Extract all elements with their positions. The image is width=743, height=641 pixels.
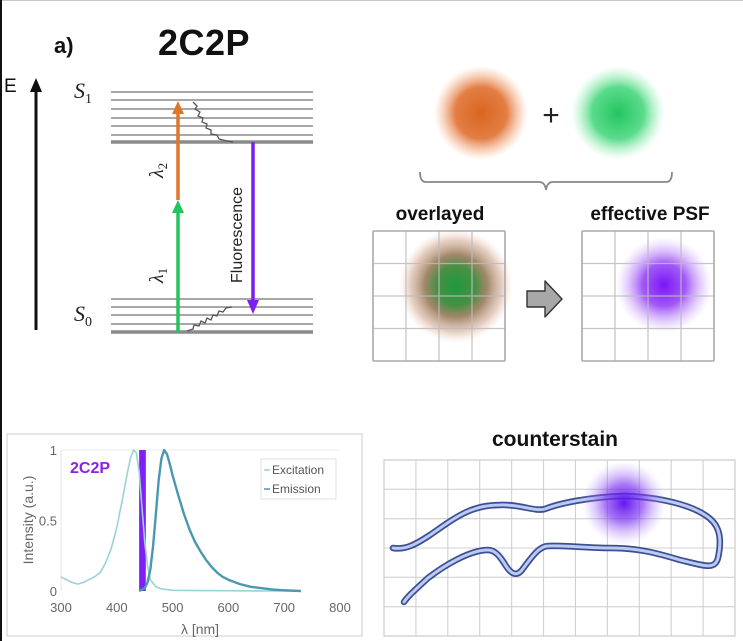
spectrum-chart: 300 400 500 600 700 800 0 0.5 1 λ [nm] Intensity… (20, 443, 351, 637)
chart-x-axis-label: λ [nm] (181, 621, 219, 637)
counterstain-grid-panel (383, 459, 736, 637)
chart-x-tick-label: 500 (162, 600, 184, 615)
relaxation-squiggle-s0 (186, 306, 233, 332)
panel-title: 2C2P (158, 22, 251, 63)
chart-series-excitation (60, 449, 301, 592)
overlayed-grid-panel (372, 229, 513, 362)
chart-series-emission (138, 448, 301, 593)
effective-psf-spot (616, 237, 712, 333)
legend-label-emission: Emission (272, 482, 321, 496)
energy-axis-arrowhead-icon (30, 78, 42, 92)
lambda-2-label: λ2 (146, 163, 170, 179)
chart-x-tick-label: 400 (106, 600, 128, 615)
chart-x-tick-label: 800 (329, 600, 351, 615)
orange-psf-spot (434, 66, 528, 160)
effective-psf-heading: effective PSF (590, 204, 709, 225)
s1-label: S1 (74, 78, 92, 107)
s0-energy-levels (111, 298, 313, 334)
relaxation-squiggle-s1 (192, 101, 234, 143)
frame-left-border (0, 0, 2, 641)
excitation-1-arrowhead-icon (172, 200, 184, 213)
chart-2c2p-annotation: 2C2P (70, 460, 110, 477)
legend-label-excitation: Excitation (272, 463, 324, 477)
chart-x-tick-label: 300 (50, 600, 72, 615)
panel-label: a) (54, 33, 74, 58)
plus-sign: + (542, 99, 560, 132)
lambda-1-label: λ1 (146, 268, 170, 284)
energy-axis-label: E (4, 76, 17, 97)
excitation-2-arrowhead-icon (172, 101, 184, 114)
chart-y-tick-label: 1 (50, 443, 57, 458)
counterstain-structure (391, 494, 722, 604)
chart-y-axis-label: Intensity (a.u.) (20, 476, 36, 565)
s1-energy-levels (111, 91, 313, 144)
effective-psf-grid-panel (581, 230, 715, 362)
overlayed-psf-spot (399, 229, 513, 343)
chart-x-tick-label: 600 (218, 600, 240, 615)
spectrum-chart-frame (6, 433, 363, 637)
counterstain-heading: counterstain (492, 428, 618, 451)
s0-label: S0 (74, 301, 92, 330)
combine-brace (419, 171, 673, 191)
counterstain-psf-spot (582, 461, 666, 545)
fluorescence-label: Fluorescence (229, 187, 246, 283)
chart-y-tick-label: 0 (50, 584, 57, 599)
frame-top-border (0, 0, 743, 1)
chart-legend: Excitation Emission (260, 458, 337, 500)
transform-arrow-icon (526, 280, 563, 318)
chart-x-tick-label: 700 (273, 600, 295, 615)
chart-y-tick-label: 0.5 (39, 514, 57, 529)
fluorescence-arrowhead-icon (247, 300, 259, 314)
green-psf-spot (571, 66, 665, 160)
overlayed-heading: overlayed (396, 204, 485, 225)
